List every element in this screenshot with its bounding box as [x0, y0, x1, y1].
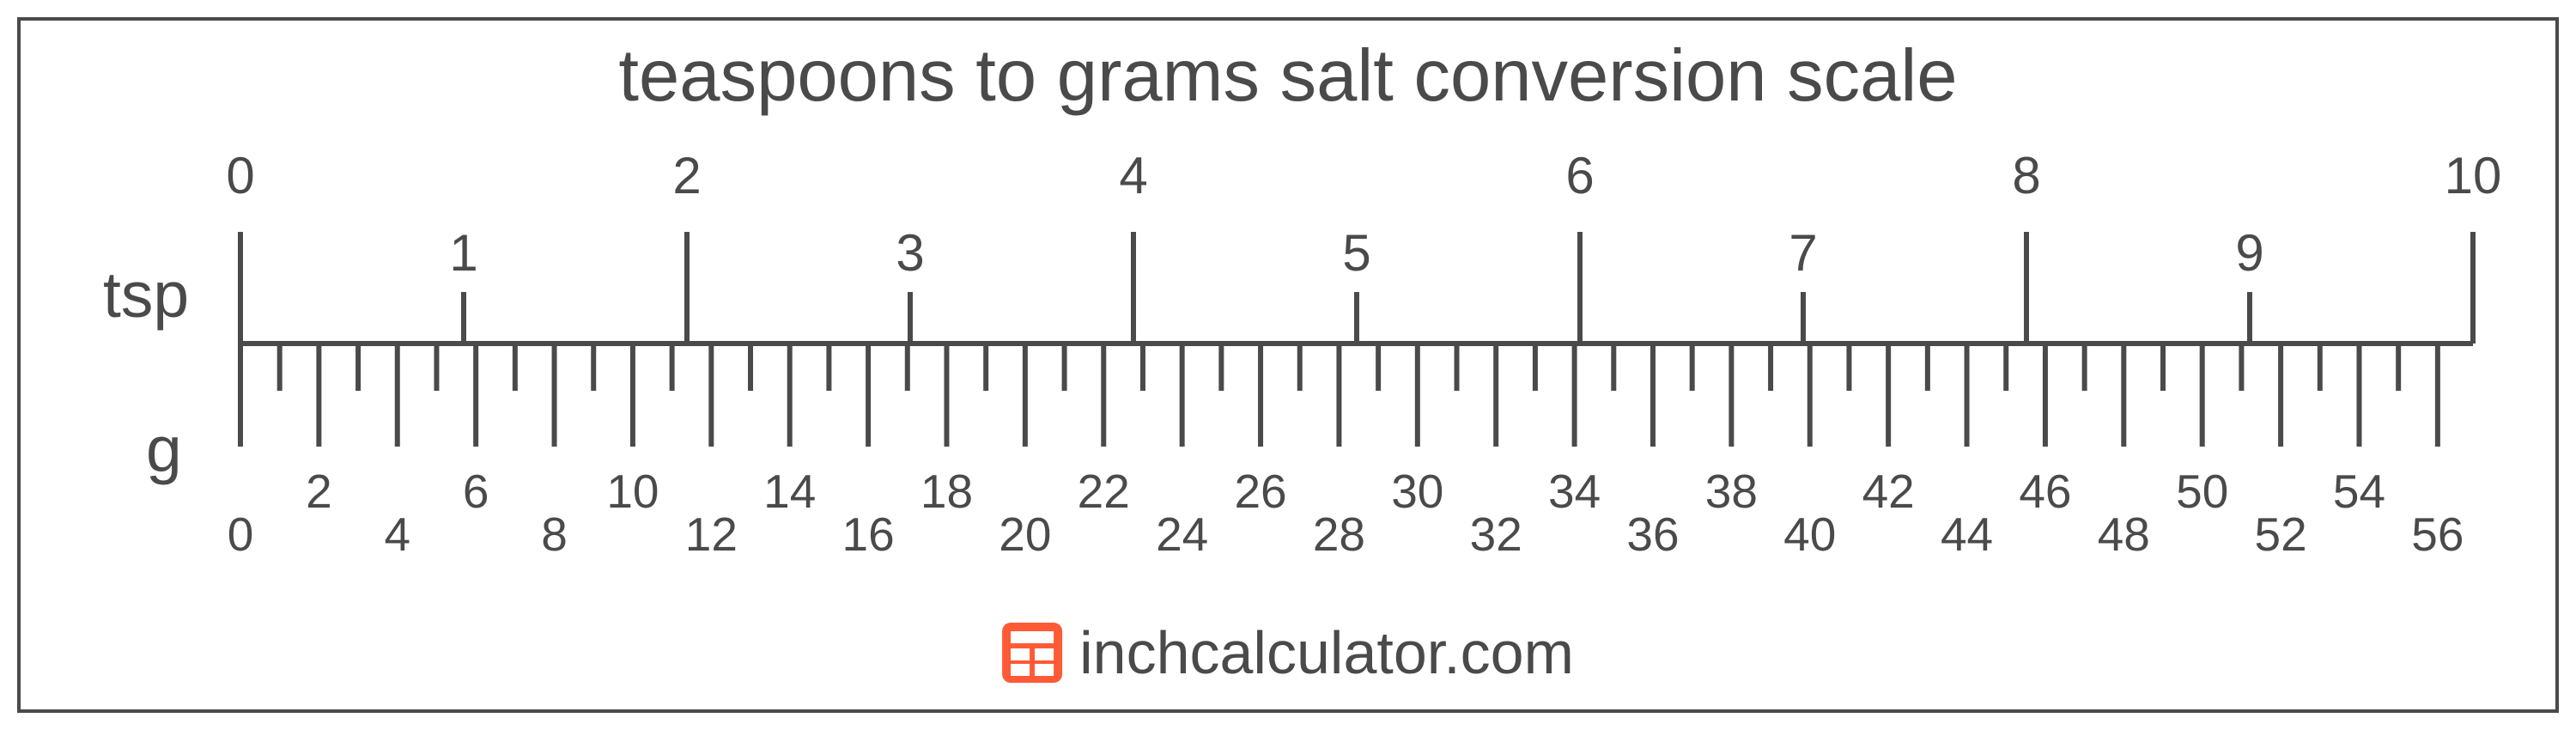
tsp-tick-label: 8	[1984, 146, 2069, 205]
tsp-tick-label: 7	[1760, 223, 1846, 283]
tsp-tick-label: 0	[197, 146, 283, 205]
tsp-tick-label: 3	[867, 223, 953, 283]
calculator-icon	[1002, 623, 1062, 683]
tsp-tick-label: 1	[421, 223, 507, 283]
tsp-tick-label: 10	[2430, 146, 2516, 205]
branding-text: inchcalculator.com	[1079, 618, 1574, 687]
tsp-tick-label: 9	[2207, 223, 2293, 283]
tsp-tick-label: 2	[644, 146, 730, 205]
g-tick-label: 56	[2386, 507, 2489, 562]
tsp-tick-label: 5	[1314, 223, 1400, 283]
branding: inchcalculator.com	[1002, 618, 1574, 687]
tsp-tick-label: 4	[1091, 146, 1176, 205]
tsp-tick-label: 6	[1537, 146, 1623, 205]
